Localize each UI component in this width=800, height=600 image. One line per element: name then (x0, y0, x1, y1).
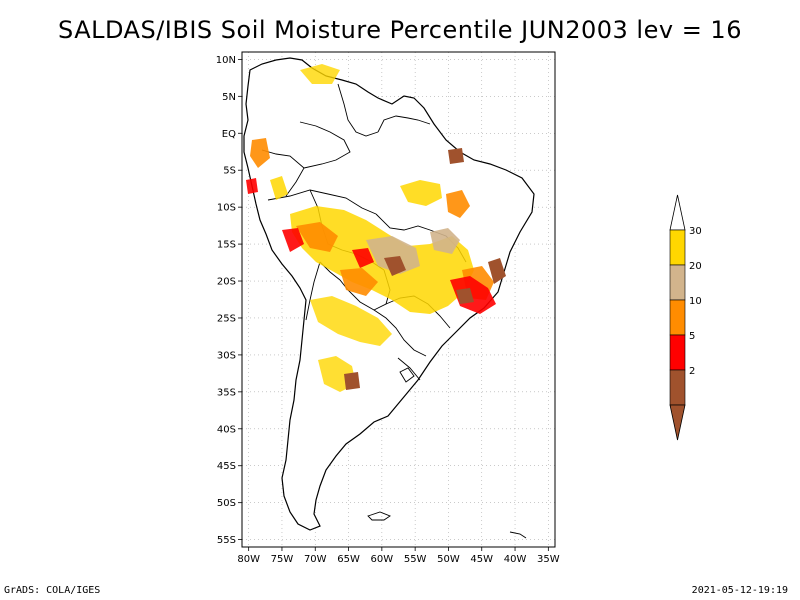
legend-swatch (669, 299, 686, 336)
footer-credit: GrADS: COLA/IGES (4, 585, 101, 596)
latitude-labels: 10N 5N EQ 5S 10S 15S 20S 25S 30S 35S 40S 45S 50S 55S (216, 55, 242, 546)
lat-tick-label: 20S (217, 277, 236, 288)
lat-tick-label: 10S (217, 203, 236, 214)
lat-tick-label: 30S (217, 350, 236, 361)
legend-label: 5 (689, 331, 695, 342)
legend-label: 2 (689, 366, 695, 377)
lat-tick-label: 5S (223, 166, 236, 177)
lon-tick-label: 55W (404, 554, 427, 565)
lat-tick-label: 45S (217, 461, 236, 472)
lat-tick-label: 15S (217, 240, 236, 251)
legend-swatch (669, 229, 686, 266)
lat-tick-label: 40S (217, 424, 236, 435)
lat-tick-label: 35S (217, 387, 236, 398)
lat-tick-label: EQ (222, 129, 236, 140)
lon-tick-label: 80W (237, 554, 260, 565)
legend-swatch (669, 369, 686, 406)
lat-tick-label: 25S (217, 313, 236, 324)
lat-tick-label: 55S (217, 535, 236, 546)
lat-tick-label: 10N (216, 55, 236, 66)
legend-swatch (669, 334, 686, 371)
map-title: SALDAS/IBIS Soil Moisture Percentile JUN… (58, 16, 742, 44)
legend-top-arrow (669, 194, 686, 231)
soil-moisture-shading (246, 64, 506, 392)
lat-tick-label: 50S (217, 498, 236, 509)
lon-tick-label: 60W (371, 554, 394, 565)
legend-swatch (669, 264, 686, 301)
lon-tick-label: 40W (504, 554, 527, 565)
footer-timestamp: 2021-05-12-19:19 (691, 585, 788, 596)
lon-tick-label: 45W (470, 554, 493, 565)
islands (367, 367, 527, 539)
legend-bottom-arrow (669, 404, 686, 441)
lon-tick-label: 65W (337, 554, 360, 565)
legend-label: 30 (689, 226, 702, 237)
lat-tick-label: 5N (222, 92, 236, 103)
longitude-labels: 80W 75W 70W 65W 60W 55W 50W 45W 40W 35W (237, 547, 560, 565)
lon-tick-label: 35W (537, 554, 560, 565)
map-border (241, 51, 556, 548)
lon-tick-label: 75W (271, 554, 294, 565)
color-legend: 30 20 10 5 2 (669, 194, 702, 441)
legend-label: 20 (689, 261, 702, 272)
lon-tick-label: 70W (304, 554, 327, 565)
lon-tick-label: 50W (437, 554, 460, 565)
legend-label: 10 (689, 296, 702, 307)
